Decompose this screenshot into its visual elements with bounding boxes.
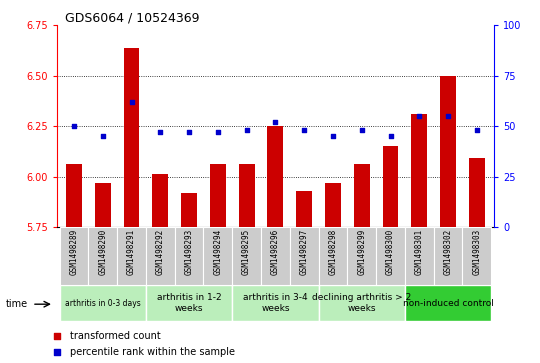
Bar <box>210 164 226 227</box>
Point <box>271 124 280 130</box>
Bar <box>462 227 491 285</box>
Text: GSM1498289: GSM1498289 <box>70 229 78 275</box>
Bar <box>319 227 347 285</box>
Point <box>271 272 280 278</box>
Point <box>70 123 78 129</box>
Bar <box>319 285 405 321</box>
Point <box>329 133 338 139</box>
Text: GSM1498300: GSM1498300 <box>386 229 395 275</box>
Bar <box>434 227 462 285</box>
Point <box>415 113 423 119</box>
Text: GDS6064 / 10524369: GDS6064 / 10524369 <box>65 11 200 24</box>
Text: declining arthritis > 2
weeks: declining arthritis > 2 weeks <box>312 293 411 313</box>
Bar <box>59 227 89 285</box>
Bar <box>405 285 491 321</box>
Text: GSM1498299: GSM1498299 <box>357 229 366 275</box>
Point <box>185 129 193 135</box>
Text: transformed count: transformed count <box>70 331 160 341</box>
Point <box>386 133 395 139</box>
Bar <box>117 227 146 285</box>
Text: arthritis in 3-4
weeks: arthritis in 3-4 weeks <box>243 293 308 313</box>
Text: GSM1498291: GSM1498291 <box>127 229 136 275</box>
Bar <box>146 285 232 321</box>
Text: GSM1498303: GSM1498303 <box>472 229 481 275</box>
Bar <box>383 146 399 227</box>
Text: GSM1498302: GSM1498302 <box>443 229 453 275</box>
Point <box>213 129 222 135</box>
Bar <box>204 227 232 285</box>
Text: GSM1498296: GSM1498296 <box>271 229 280 275</box>
Bar <box>354 164 370 227</box>
Bar <box>174 227 204 285</box>
Bar <box>347 227 376 285</box>
Bar <box>232 227 261 285</box>
Bar <box>89 227 117 285</box>
Bar <box>181 193 197 227</box>
Bar <box>405 227 434 285</box>
Bar <box>59 285 146 321</box>
Bar <box>261 227 290 285</box>
Text: arthritis in 1-2
weeks: arthritis in 1-2 weeks <box>157 293 221 313</box>
Text: GSM1498295: GSM1498295 <box>242 229 251 275</box>
Text: GSM1498293: GSM1498293 <box>185 229 193 275</box>
Bar <box>296 191 312 227</box>
Bar <box>290 227 319 285</box>
Text: GSM1498290: GSM1498290 <box>98 229 107 275</box>
Bar <box>124 48 139 227</box>
Bar <box>376 227 405 285</box>
Bar <box>325 183 341 227</box>
Bar <box>440 76 456 227</box>
Text: GSM1498297: GSM1498297 <box>300 229 309 275</box>
Text: GSM1498298: GSM1498298 <box>328 229 338 275</box>
Point <box>472 127 481 133</box>
Bar <box>411 114 427 227</box>
Point <box>98 133 107 139</box>
Bar <box>232 285 319 321</box>
Point <box>127 99 136 105</box>
Bar <box>469 158 485 227</box>
Point <box>300 127 308 133</box>
Point <box>242 127 251 133</box>
Bar <box>146 227 174 285</box>
Text: GSM1498294: GSM1498294 <box>213 229 222 275</box>
Point <box>271 119 280 125</box>
Text: GSM1498292: GSM1498292 <box>156 229 165 275</box>
Text: non-induced control: non-induced control <box>403 299 494 307</box>
Bar <box>267 126 284 227</box>
Point <box>357 127 366 133</box>
Point <box>444 113 453 119</box>
Text: arthritis in 0-3 days: arthritis in 0-3 days <box>65 299 140 307</box>
Text: time: time <box>5 299 28 309</box>
Text: GSM1498301: GSM1498301 <box>415 229 424 275</box>
Bar <box>152 175 168 227</box>
Point <box>156 129 165 135</box>
Bar <box>239 164 254 227</box>
Bar <box>66 164 82 227</box>
Bar <box>95 183 111 227</box>
Text: percentile rank within the sample: percentile rank within the sample <box>70 347 235 357</box>
